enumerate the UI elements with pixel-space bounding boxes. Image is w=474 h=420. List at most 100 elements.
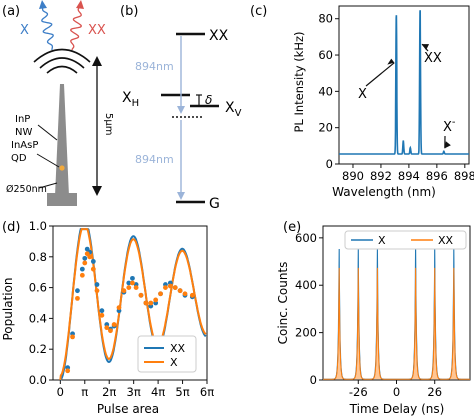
spectrum-x-tick-label: 890 [342,169,364,183]
rabi-legend [137,335,197,373]
spectrum-x-tick-label: 894 [398,169,420,183]
diameter-label: Ø250nm [6,184,47,195]
panel-d: (d) 0 π 2π 3π 4π 5π 6π 0.0 0.2 0.4 0.6 0.8 1.0 XXX Po… [1,219,214,416]
g-level-label: G [209,196,220,212]
spectrum-x-label: Wavelength (nm) [332,185,436,199]
rabi-point-xx [130,275,135,281]
rabi-point-x [94,288,100,294]
rabi-point-xx [94,282,100,287]
inasp-label: InAsP [11,140,38,151]
xh-level-label: XH [122,90,139,109]
rabi-y-tick-label: 0.8 [29,250,47,264]
transition-arrowhead-bottom [177,192,185,200]
rabi-y-tick-label: 1.0 [29,219,47,233]
panel-c-label: (c) [250,4,267,19]
rabi-point-x [126,285,132,290]
rabi-point-x [87,254,93,260]
panel-b: (b) XX XH XV G δ 894nm 894nm [120,4,242,212]
corr-y-tick-label: 400 [295,278,317,292]
annotation-x-minus: X- [443,117,456,135]
substrate-base [47,193,77,206]
spectrum-y-tick-label: 40 [318,84,333,98]
x-photon-wave [41,6,54,50]
rabi-fit-x [59,228,207,381]
annotation-x-minus-sup: - [452,117,456,128]
rabi-point-x [79,272,85,278]
rabi-point-x [65,368,71,374]
rabi-point-x [182,291,188,297]
rabi-point-x [99,312,105,318]
rabi-point-x [70,334,75,340]
xv-level-label: XV [225,100,242,119]
rabi-point-x [108,328,113,334]
xx-photon-wave [69,5,83,51]
rabi-x-tick-label: 6π [200,385,214,399]
height-arrow-top [92,56,102,66]
nw-label: NW [15,127,32,138]
qd-pointer [36,153,60,168]
rabi-point-x [167,283,173,289]
rabi-point-xx [79,266,85,272]
rabi-point-xx [82,255,88,261]
rabi-point-xx [99,308,105,314]
rabi-legend-label-x: X [170,356,178,369]
emission-arc-1 [46,65,78,74]
xx-photon-label: XX [88,23,106,38]
rabi-point-x [111,322,117,327]
nw-pointer [37,124,58,141]
corr-legend-label-xx: XX [438,234,454,247]
rabi-point-x [153,297,159,303]
rabi-x-tick-label: 0 [57,385,64,399]
rabi-point-x [158,291,163,297]
corr-y-tick-label: 200 [295,326,317,340]
panel-a: (a) X XX InP NW InAsP QD Ø250nm 5μm [2,0,114,206]
spectrum-x-tick-label: 896 [426,169,448,183]
spectrum-x-tick-label: 892 [370,169,392,183]
panel-a-label: (a) [2,4,20,19]
rabi-point-xx [126,280,132,286]
rabi-point-x [189,292,195,298]
height-arrow-bottom [92,186,102,196]
spectrum-y-label: PL Intensity (kHz) [292,31,306,132]
wavelength-label-top: 894nm [135,60,174,73]
rabi-point-x [130,280,135,286]
rabi-point-x [172,285,178,290]
rabi-x-label: Pulse area [97,402,159,416]
rabi-point-x [177,288,183,294]
spectrum-y-tick-label: 80 [318,12,333,26]
rabi-point-x [75,295,80,301]
x-photon-label: X [20,23,29,38]
rabi-point-x [138,292,144,298]
rabi-point-xx [90,259,96,264]
corr-y-tick-label: 0 [310,373,317,387]
quantum-dot [59,165,65,171]
rabi-y-tick-label: 0.6 [29,281,47,295]
panel-e-label: (e) [283,220,301,235]
wavelength-label-bottom: 894nm [135,153,174,166]
corr-legend-label-x: X [378,234,386,247]
spectrum-frame [338,5,470,165]
annotation-x: X [358,87,367,102]
rabi-x-tick-label: 2π [102,385,116,399]
rabi-point-x [82,260,88,266]
spectrum-y-tick-label: 60 [318,48,333,62]
rabi-x-tick-label: π [81,385,88,399]
rabi-point-x [133,285,139,290]
spectrum-x-tick-label: 898 [454,169,474,183]
rabi-legend-label-xx: XX [170,342,186,355]
rabi-frame [52,225,208,381]
rabi-point-x [90,266,96,272]
xx-level-label: XX [209,28,229,44]
correlation-x-label: Time Delay (ns) [349,402,445,416]
corr-y-tick-label: 600 [295,231,317,245]
rabi-y-tick-label: 0.2 [29,342,47,356]
panel-b-label: (b) [120,4,138,19]
rabi-point-xx [75,288,80,294]
emission-arc-3 [33,48,91,63]
rabi-y-tick-label: 0.0 [29,373,47,387]
height-label: 5μm [103,113,114,135]
